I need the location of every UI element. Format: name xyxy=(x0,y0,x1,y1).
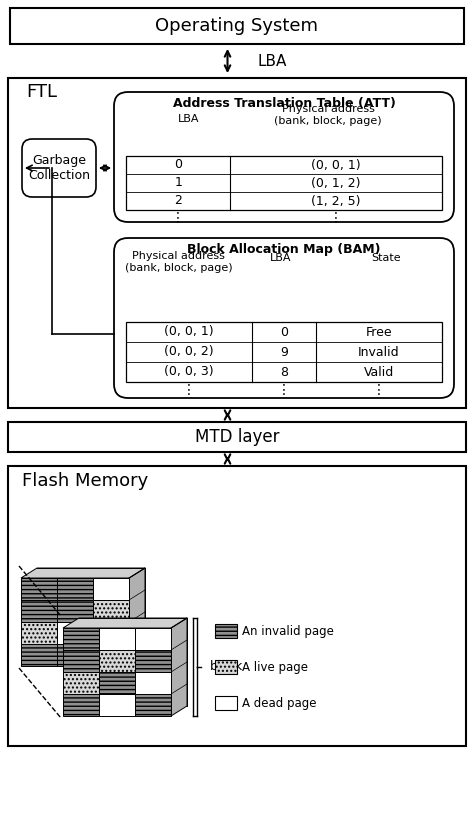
Text: 9: 9 xyxy=(280,346,288,359)
Text: LBA: LBA xyxy=(270,253,292,263)
Bar xyxy=(126,156,442,210)
Bar xyxy=(21,622,57,644)
Text: 2: 2 xyxy=(174,194,182,207)
Text: (1, 2, 5): (1, 2, 5) xyxy=(311,194,361,207)
Bar xyxy=(57,578,93,600)
Text: ⋮: ⋮ xyxy=(171,211,185,225)
Bar xyxy=(21,644,57,666)
Text: ⋮: ⋮ xyxy=(372,383,386,397)
Bar xyxy=(93,578,129,600)
Text: ⋮: ⋮ xyxy=(329,211,343,225)
Text: 0: 0 xyxy=(174,159,182,171)
Text: (0, 0, 2): (0, 0, 2) xyxy=(164,346,214,359)
Text: State: State xyxy=(371,253,401,263)
Bar xyxy=(8,466,466,746)
Text: (0, 0, 1): (0, 0, 1) xyxy=(311,159,361,171)
Text: Garbage
Collection: Garbage Collection xyxy=(28,154,90,182)
Bar xyxy=(10,8,464,44)
Bar xyxy=(21,578,57,600)
Bar xyxy=(99,628,135,650)
Text: A dead page: A dead page xyxy=(242,696,317,709)
FancyBboxPatch shape xyxy=(114,238,454,398)
Polygon shape xyxy=(171,618,187,716)
Polygon shape xyxy=(63,618,187,628)
Text: MTD layer: MTD layer xyxy=(195,428,279,446)
Text: Invalid: Invalid xyxy=(358,346,400,359)
Bar xyxy=(57,644,93,666)
FancyBboxPatch shape xyxy=(114,92,454,222)
Bar xyxy=(57,622,93,644)
Text: Physical address
(bank, block, page): Physical address (bank, block, page) xyxy=(274,104,382,126)
Bar xyxy=(63,628,99,650)
Text: LBA: LBA xyxy=(178,114,200,124)
Text: 8: 8 xyxy=(280,365,288,378)
Text: Free: Free xyxy=(365,325,392,338)
Text: Address Translation Table (ATT): Address Translation Table (ATT) xyxy=(173,97,395,110)
Text: Physical address
(bank, block, page): Physical address (bank, block, page) xyxy=(125,251,232,273)
Bar xyxy=(63,694,99,716)
Bar xyxy=(215,660,237,674)
Text: LBA: LBA xyxy=(257,53,287,69)
Text: A live page: A live page xyxy=(242,660,308,673)
Bar xyxy=(93,644,129,666)
FancyBboxPatch shape xyxy=(22,139,96,197)
Text: Operating System: Operating System xyxy=(155,17,319,35)
Bar xyxy=(135,672,171,694)
Bar xyxy=(8,78,466,408)
Bar xyxy=(93,622,129,644)
Bar xyxy=(63,650,99,672)
Text: ⋮: ⋮ xyxy=(182,383,196,397)
Text: (0, 1, 2): (0, 1, 2) xyxy=(311,177,361,189)
Polygon shape xyxy=(129,568,145,666)
Bar xyxy=(215,624,237,638)
Text: FTL: FTL xyxy=(26,83,57,101)
Bar xyxy=(126,322,442,382)
Bar xyxy=(99,672,135,694)
Bar xyxy=(63,672,99,694)
Bar xyxy=(93,600,129,622)
Bar xyxy=(135,694,171,716)
Text: ⋮: ⋮ xyxy=(277,383,291,397)
Bar xyxy=(99,650,135,672)
Text: 0: 0 xyxy=(280,325,288,338)
Bar xyxy=(8,422,466,452)
Bar xyxy=(21,600,57,622)
Bar xyxy=(57,600,93,622)
Text: Valid: Valid xyxy=(364,365,394,378)
Text: (0, 0, 1): (0, 0, 1) xyxy=(164,325,214,338)
Text: 1: 1 xyxy=(174,177,182,189)
Text: block: block xyxy=(210,660,244,673)
Bar xyxy=(99,694,135,716)
Text: Flash Memory: Flash Memory xyxy=(22,472,148,490)
Bar xyxy=(215,696,237,710)
Bar xyxy=(135,650,171,672)
Text: An invalid page: An invalid page xyxy=(242,625,334,637)
Polygon shape xyxy=(21,568,145,578)
Bar xyxy=(135,628,171,650)
Text: (0, 0, 3): (0, 0, 3) xyxy=(164,365,214,378)
Text: Block Allocation Map (BAM): Block Allocation Map (BAM) xyxy=(187,242,381,256)
